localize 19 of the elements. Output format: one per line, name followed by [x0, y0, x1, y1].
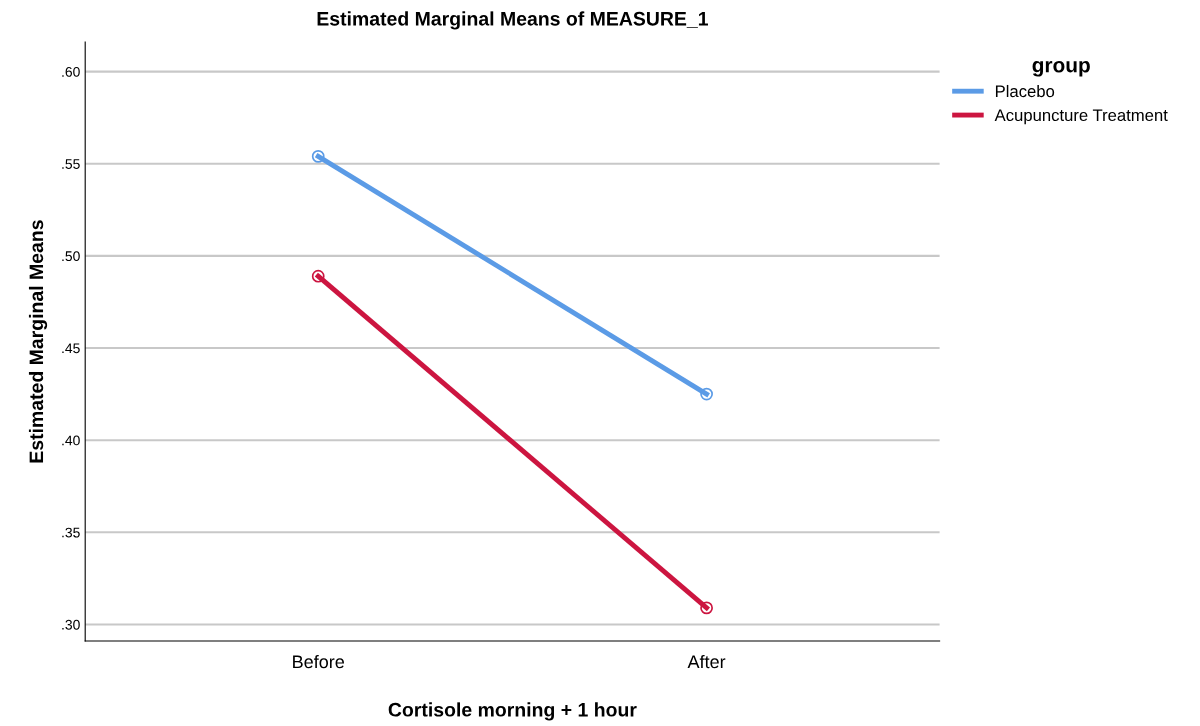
y-tick-label: .30 [62, 619, 80, 630]
legend-title: group [1032, 60, 1090, 77]
chart-title: Estimated Marginal Means of MEASURE_1 [317, 11, 708, 30]
point [700, 387, 713, 401]
y-tick-label: .45 [62, 343, 80, 354]
point [700, 601, 713, 615]
y-tick-label: .35 [62, 527, 80, 538]
x-axis-title: Cortisole morning + 1 hour [388, 702, 637, 721]
y-tick-label: .60 [62, 66, 80, 77]
point [311, 149, 325, 163]
point [311, 269, 325, 283]
y-tick-label: .40 [62, 435, 80, 446]
legend-label: Acupuncture Treatment [994, 109, 1168, 125]
x-tick-label: Before [293, 654, 345, 669]
legend-label: Placebo [995, 84, 1055, 98]
x-tick-label: After [687, 654, 726, 669]
y-tick-label: .50 [62, 251, 80, 262]
y-tick-label: .55 [62, 159, 80, 169]
y-axis-title: Estimated Marginal Means [28, 220, 48, 463]
